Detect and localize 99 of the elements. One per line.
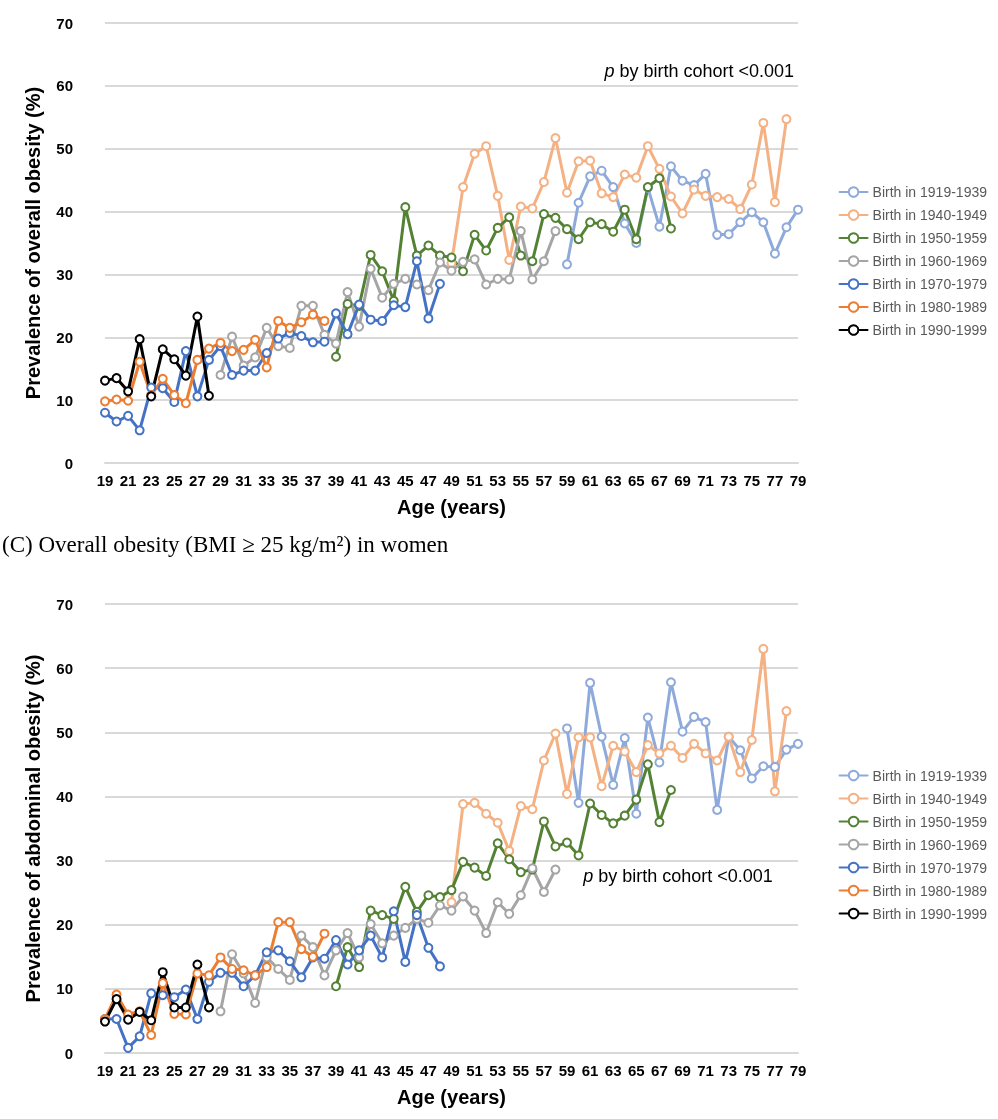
y-tick-label: 0: [64, 1044, 73, 1062]
x-tick-label: 51: [466, 472, 483, 489]
x-tick-label: 59: [558, 1062, 576, 1079]
x-tick-label: 57: [535, 472, 553, 489]
y-tick-label: 40: [56, 203, 73, 221]
y-axis-title: Prevalence of overall obesity (%): [22, 86, 44, 400]
x-tick-label: 41: [350, 1062, 368, 1079]
y-tick-label: 30: [56, 852, 73, 870]
y-tick-label: 60: [56, 659, 73, 677]
legend-label: Birth in 1960-1969: [872, 253, 988, 269]
x-axis-title: Age (years): [397, 496, 506, 518]
legend-label: Birth in 1970-1979: [872, 859, 988, 876]
x-tick-label: 55: [512, 1062, 530, 1079]
x-tick-label: 55: [512, 472, 530, 489]
x-tick-label: 65: [627, 472, 645, 489]
x-tick-label: 47: [420, 472, 437, 489]
legend-label: Birth in 1990-1999: [872, 322, 988, 338]
x-tick-label: 43: [373, 472, 391, 489]
x-tick-label: 29: [212, 1062, 229, 1079]
x-tick-label: 79: [789, 1062, 807, 1079]
y-tick-label: 40: [56, 787, 73, 805]
legend-label: Birth in 1980-1989: [872, 299, 988, 315]
x-tick-label: 53: [489, 472, 507, 489]
x-tick-label: 53: [489, 1062, 507, 1079]
legend-label: Birth in 1940-1949: [872, 790, 988, 807]
x-tick-label: 21: [119, 1062, 137, 1079]
x-tick-label: 45: [396, 472, 414, 489]
x-tick-label: 23: [142, 472, 160, 489]
x-tick-label: 35: [281, 1062, 299, 1079]
y-tick-label: 10: [56, 391, 73, 409]
x-tick-label: 71: [697, 1062, 714, 1079]
x-tick-label: 67: [651, 472, 668, 489]
legend-label: Birth in 1940-1949: [872, 207, 988, 223]
x-tick-label: 69: [674, 1062, 691, 1079]
x-tick-label: 59: [558, 472, 576, 489]
y-tick-label: 20: [56, 916, 73, 934]
x-tick-label: 61: [581, 472, 599, 489]
x-tick-label: 25: [165, 472, 183, 489]
annotation: p by birth cohort <0.001: [582, 865, 773, 886]
x-tick-label: 23: [142, 1062, 160, 1079]
x-tick-label: 67: [651, 1062, 668, 1079]
y-tick-label: 70: [56, 14, 73, 32]
x-tick-label: 47: [420, 1062, 437, 1079]
x-tick-label: 73: [720, 472, 738, 489]
annotation: p by birth cohort <0.001: [603, 60, 795, 81]
x-tick-label: 49: [443, 472, 460, 489]
y-tick-label: 50: [56, 140, 73, 158]
x-tick-label: 43: [373, 1062, 391, 1079]
x-axis-title: Age (years): [397, 1086, 506, 1108]
x-tick-label: 19: [96, 1062, 114, 1079]
y-tick-label: 30: [56, 265, 73, 283]
x-tick-label: 57: [535, 1062, 553, 1079]
legend-label: Birth in 1960-1969: [872, 836, 988, 853]
y-tick-label: 0: [64, 454, 73, 472]
x-tick-label: 41: [350, 472, 368, 489]
x-tick-label: 35: [281, 472, 299, 489]
legend-label: Birth in 1970-1979: [872, 276, 988, 292]
x-tick-label: 45: [396, 1062, 414, 1079]
x-tick-label: 69: [674, 472, 691, 489]
x-tick-label: 39: [327, 1062, 345, 1079]
legend-label: Birth in 1980-1989: [872, 882, 988, 899]
x-tick-label: 29: [212, 472, 229, 489]
x-tick-label: 19: [96, 472, 114, 489]
legend-label: Birth in 1950-1959: [872, 230, 988, 246]
x-tick-label: 27: [189, 1062, 206, 1079]
x-tick-label: 65: [627, 1062, 645, 1079]
x-tick-label: 33: [258, 1062, 276, 1079]
x-tick-label: 25: [165, 1062, 183, 1079]
y-tick-label: 70: [56, 595, 73, 613]
y-axis-title: Prevalence of abdominal obesity (%): [22, 654, 44, 1003]
x-tick-label: 75: [743, 472, 761, 489]
x-tick-label: 31: [235, 1062, 252, 1079]
legend-label: Birth in 1919-1939: [872, 184, 988, 200]
x-tick-label: 51: [466, 1062, 483, 1079]
x-tick-label: 79: [789, 472, 807, 489]
x-tick-label: 77: [766, 472, 784, 489]
legend-label: Birth in 1990-1999: [872, 905, 988, 922]
x-tick-label: 21: [119, 472, 137, 489]
legend-label: Birth in 1950-1959: [872, 813, 988, 830]
x-tick-label: 33: [258, 472, 276, 489]
chart-title: (C) Overall obesity (BMI ≥ 25 kg/m²) in women: [2, 532, 449, 558]
x-tick-label: 63: [604, 472, 622, 489]
x-tick-label: 27: [189, 472, 206, 489]
y-tick-label: 60: [56, 77, 73, 95]
x-tick-label: 73: [720, 1062, 738, 1079]
x-tick-label: 49: [443, 1062, 460, 1079]
x-tick-label: 75: [743, 1062, 761, 1079]
y-tick-label: 10: [56, 980, 73, 998]
x-tick-label: 61: [581, 1062, 599, 1079]
y-tick-label: 20: [56, 328, 73, 346]
x-tick-label: 37: [304, 1062, 322, 1079]
x-tick-label: 77: [766, 1062, 784, 1079]
legend-label: Birth in 1919-1939: [872, 767, 988, 784]
x-tick-label: 63: [604, 1062, 622, 1079]
x-tick-label: 71: [697, 472, 714, 489]
x-tick-label: 37: [304, 472, 322, 489]
x-tick-label: 39: [327, 472, 345, 489]
x-tick-label: 31: [235, 472, 252, 489]
y-tick-label: 50: [56, 723, 73, 741]
